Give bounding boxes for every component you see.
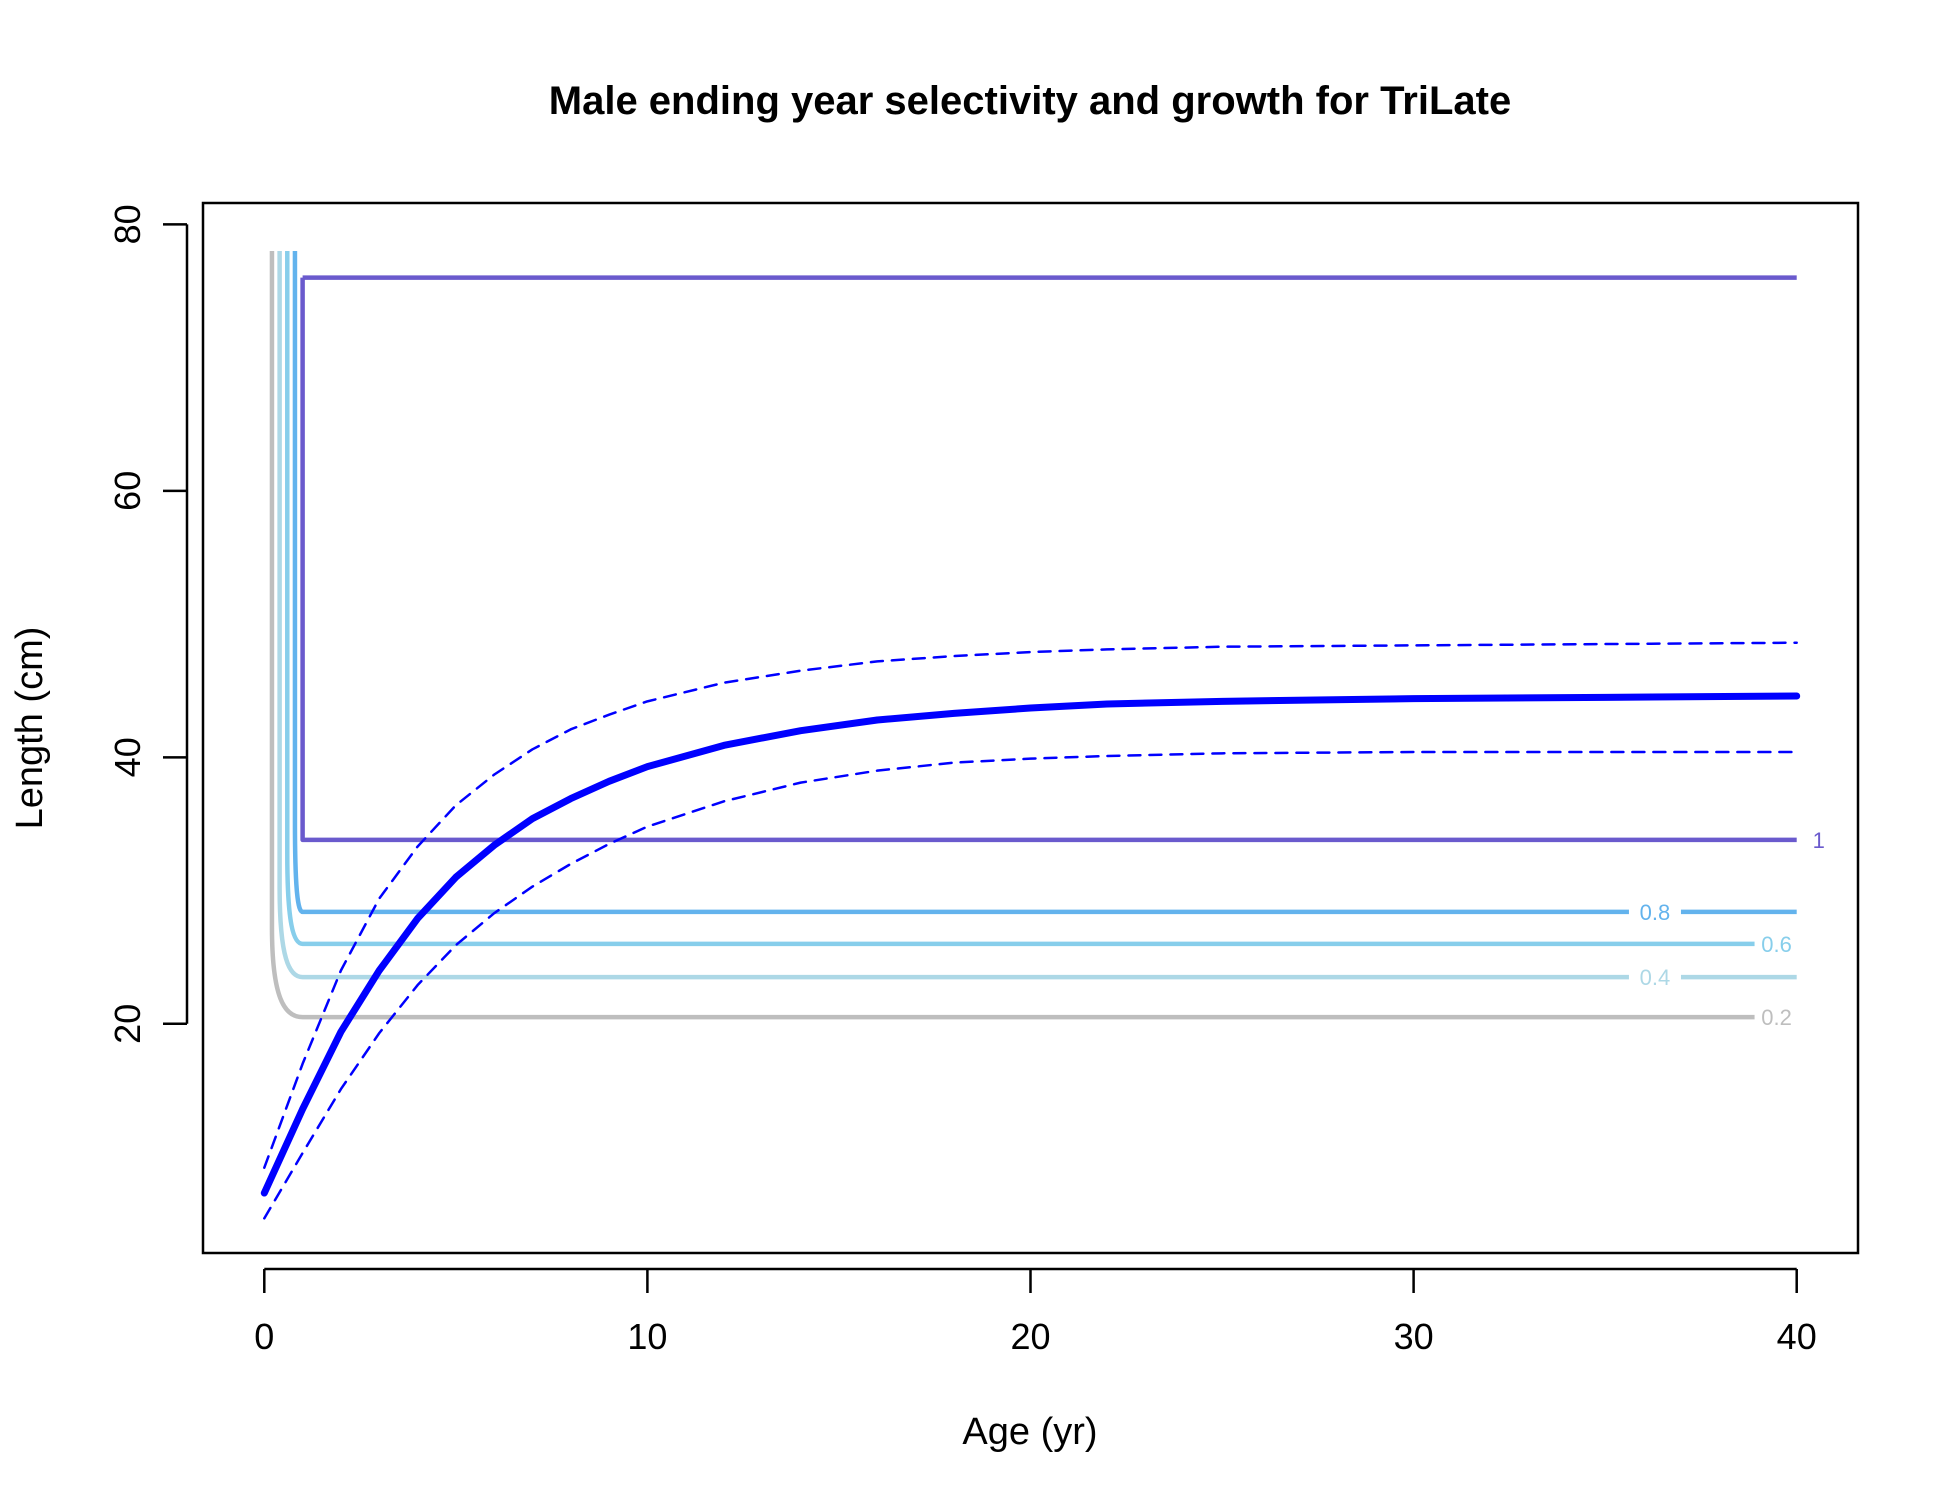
contour-line: [285, 250, 1755, 947]
x-tick-label: 0: [254, 1316, 274, 1357]
x-tick-label: 40: [1777, 1316, 1817, 1357]
chart-title: Male ending year selectivity and growth …: [549, 79, 1511, 123]
y-tick-label: 80: [107, 204, 148, 244]
contour-label: 0.2: [1761, 1005, 1792, 1030]
x-axis: 0 10 20 30 40: [254, 1267, 1817, 1357]
contour-label-bg: [1628, 963, 1681, 992]
x-axis-label: Age (yr): [962, 1411, 1097, 1453]
plot-frame: [201, 201, 1860, 1255]
contour-line: [292, 250, 1797, 915]
y-axis-label: Length (cm): [9, 627, 51, 830]
contour-label: 1: [1813, 828, 1825, 853]
x-tick-label: 10: [627, 1316, 667, 1357]
selectivity-contours: 0.2 0.4 0.6 0.8 1: [269, 250, 1825, 1030]
lower-interval-line: [263, 750, 1798, 1220]
y-tick-label: 40: [107, 737, 148, 777]
contour-line: [277, 250, 1797, 980]
contour-line: [269, 250, 1755, 1020]
contour-label: 0.4: [1640, 965, 1671, 990]
x-tick-label: 30: [1394, 1316, 1434, 1357]
contour-label: 0.8: [1640, 900, 1671, 925]
contour-label: 0.6: [1761, 932, 1792, 957]
upper-interval-line: [263, 641, 1798, 1169]
mean-growth-line: [260, 692, 1801, 1197]
y-tick-label: 60: [107, 471, 148, 511]
growth-curves: [260, 641, 1801, 1220]
x-tick-label: 20: [1010, 1316, 1050, 1357]
y-axis: 20 40 60 80: [107, 204, 189, 1044]
contour-label-bg: [1628, 897, 1681, 926]
y-tick-label: 20: [107, 1004, 148, 1044]
contour-line: [300, 277, 1797, 843]
